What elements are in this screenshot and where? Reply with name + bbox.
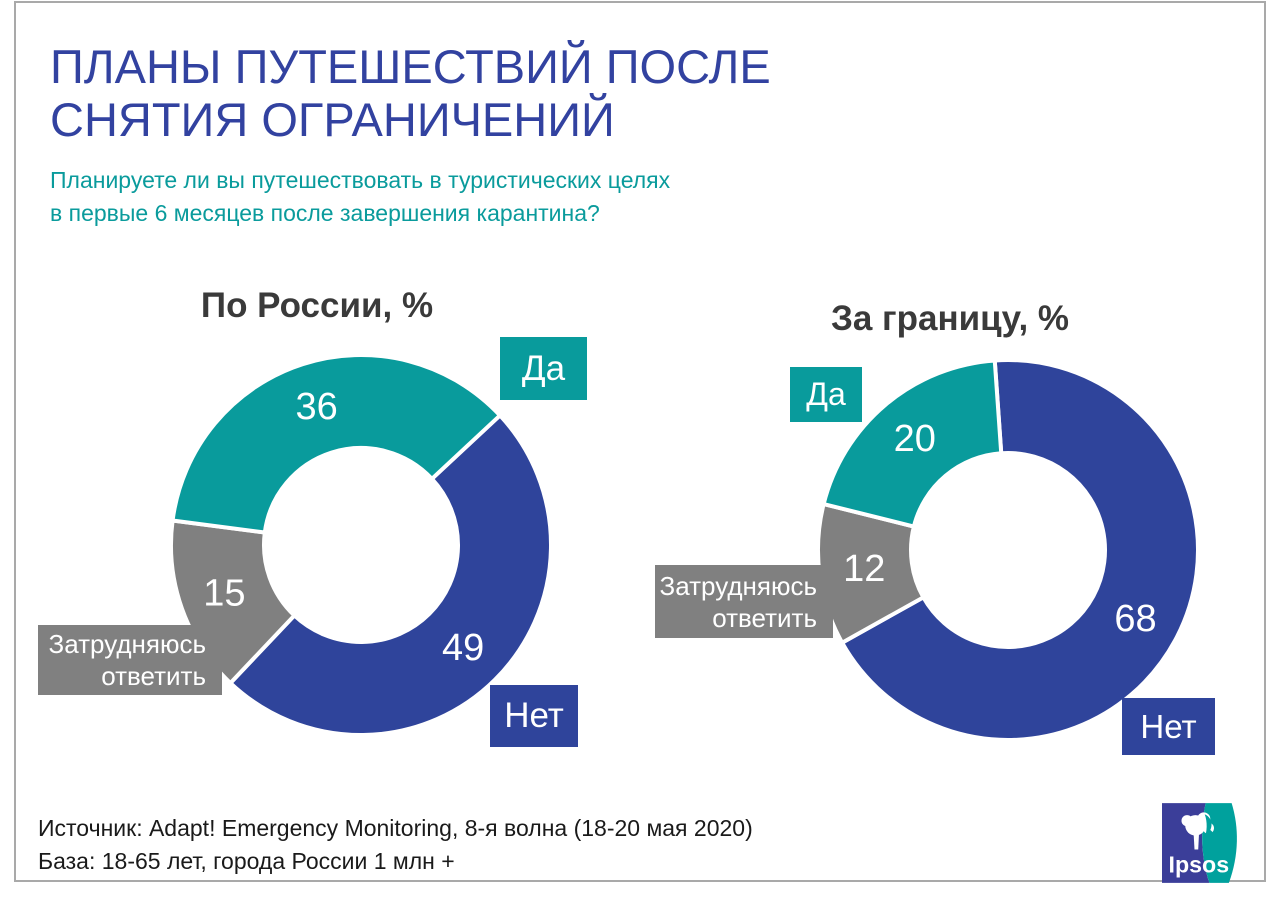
chart-title-domestic: По России, %	[200, 286, 434, 325]
yes-callout-abroad: Да	[790, 367, 862, 422]
no-callout-label: Нет	[504, 696, 564, 735]
page-title-line1: ПЛАНЫ ПУТЕШЕСТВИЙ ПОСЛЕ	[50, 40, 771, 93]
ipsos-logo-wordmark: Ipsos	[1169, 852, 1230, 878]
dk-callout-domestic: Затрудняюсь ответить	[38, 625, 222, 695]
slice-value-no: 49	[442, 627, 484, 669]
survey-question-line2: в первые 6 месяцев после завершения кара…	[50, 200, 600, 226]
footer-base-line: База: 18-65 лет, города России 1 млн +	[38, 848, 455, 874]
page-title-line2: СНЯТИЯ ОГРАНИЧЕНИЙ	[50, 93, 615, 146]
slice-value-no: 68	[1114, 598, 1156, 640]
donut-chart-domestic: 49 15 36	[169, 353, 553, 737]
donut-chart-abroad: 68 12 20	[816, 358, 1200, 742]
survey-question: Планируете ли вы путешествовать в турист…	[50, 164, 810, 230]
page-border-frame	[14, 1, 1266, 882]
dk-callout-line2: ответить	[712, 602, 817, 633]
donut-slice-yes	[821, 358, 1004, 529]
tree-face-icon	[1181, 812, 1214, 850]
donut-slice-no	[227, 412, 553, 737]
slice-value-yes: 20	[894, 418, 936, 460]
donut-slice-yes	[170, 353, 503, 535]
slice-value-dk: 12	[843, 548, 885, 590]
dk-callout-line1: Затрудняюсь	[48, 629, 206, 659]
chart-title-abroad: За границу, %	[830, 299, 1070, 338]
yes-callout-label: Да	[806, 376, 846, 412]
page-title: ПЛАНЫ ПУТЕШЕСТВИЙ ПОСЛЕ СНЯТИЯ ОГРАНИЧЕН…	[50, 40, 950, 146]
no-callout-label: Нет	[1140, 707, 1197, 745]
footer-source-line: Источник: Adapt! Emergency Monitoring, 8…	[38, 815, 753, 841]
ipsos-logo: Ipsos	[1162, 803, 1237, 883]
yes-callout-label: Да	[521, 348, 566, 388]
slice-value-dk: 15	[203, 573, 245, 615]
donut-slice-no	[839, 358, 1200, 742]
survey-question-line1: Планируете ли вы путешествовать в турист…	[50, 167, 671, 193]
footer: Источник: Adapt! Emergency Monitoring, 8…	[38, 812, 753, 878]
dk-callout-line2: ответить	[101, 661, 206, 691]
dk-callout-line1: Затрудняюсь	[659, 570, 817, 601]
slice-value-yes: 36	[296, 386, 338, 428]
no-callout-domestic: Нет	[490, 685, 578, 747]
yes-callout-domestic: Да	[500, 337, 587, 400]
dk-callout-abroad: Затрудняюсь ответить	[655, 565, 833, 638]
no-callout-abroad: Нет	[1122, 698, 1215, 755]
